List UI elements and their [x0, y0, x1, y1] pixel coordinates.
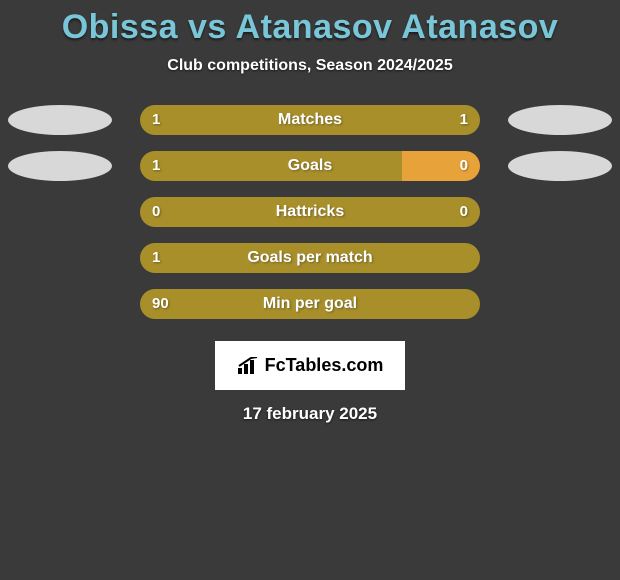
stat-row: Min per goal90: [0, 289, 620, 319]
stat-row: Matches11: [0, 105, 620, 135]
bar-track: [140, 151, 480, 181]
stat-row: Hattricks00: [0, 197, 620, 227]
chart-area: Matches11 Goals10 Hattricks00 Goals per mat…: [0, 105, 620, 319]
player2-bar: [402, 151, 480, 181]
player1-bar: [140, 151, 402, 181]
player2-bar: [310, 105, 480, 135]
stat-row: Goals per match1: [0, 243, 620, 273]
player2-ellipse: [508, 151, 612, 181]
player1-bar: [140, 289, 480, 319]
player1-ellipse: [8, 151, 112, 181]
player1-bar: [140, 197, 480, 227]
subtitle: Club competitions, Season 2024/2025: [0, 57, 620, 75]
stat-row: Goals10: [0, 151, 620, 181]
page-title: Obissa vs Atanasov Atanasov: [0, 8, 620, 47]
player1-bar: [140, 243, 480, 273]
logo-text: FcTables.com: [265, 355, 384, 376]
player1-ellipse: [8, 105, 112, 135]
logo-box: FcTables.com: [215, 341, 406, 390]
logo: FcTables.com: [237, 355, 384, 376]
comparison-infographic: Obissa vs Atanasov Atanasov Club competi…: [0, 0, 620, 424]
bar-track: [140, 197, 480, 227]
player2-ellipse: [508, 105, 612, 135]
player1-bar: [140, 105, 310, 135]
bar-track: [140, 243, 480, 273]
logo-chart-icon: [237, 357, 261, 375]
date-label: 17 february 2025: [0, 404, 620, 424]
bar-track: [140, 105, 480, 135]
bar-track: [140, 289, 480, 319]
